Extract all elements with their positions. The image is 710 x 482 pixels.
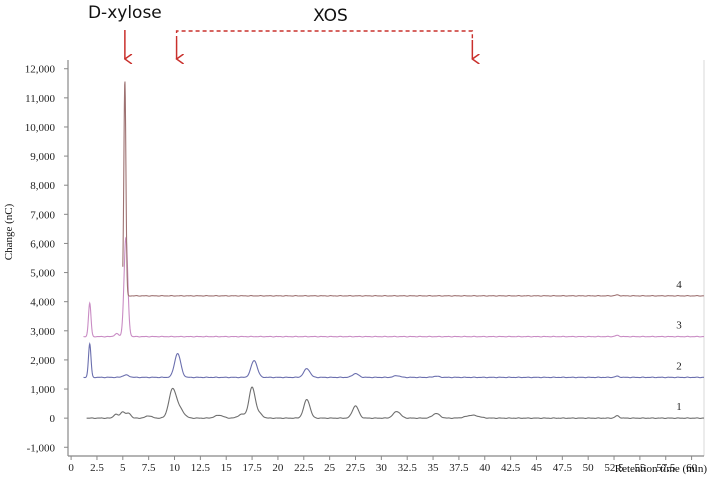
- x-tick-label: 10: [169, 462, 181, 474]
- x-tick-label: 47.5: [553, 462, 573, 474]
- x-tick-label: 50: [583, 462, 595, 474]
- xos-annotation-label: XOS: [313, 6, 348, 26]
- x-axis: 0 2.5 5 7.5 10 12.5 15 17.5 20 22.5 25 27.5 30 32.5 35…: [68, 455, 704, 474]
- xos-bracket: [175, 30, 474, 40]
- x-tick-label: 12.5: [191, 462, 211, 474]
- y-tick-label: 2,000: [30, 355, 55, 367]
- y-tick-label: 8,000: [30, 180, 55, 192]
- x-tick-label: 52.5: [604, 462, 624, 474]
- x-tick-label: 17.5: [242, 462, 262, 474]
- y-tick-label: 4,000: [30, 297, 55, 309]
- trace-3: [83, 235, 705, 338]
- trace-1: [86, 386, 705, 419]
- trace-labels: 1 2 3 4: [676, 279, 682, 413]
- y-tick-label: 7,000: [30, 209, 55, 221]
- x-tick-label: 57.5: [656, 462, 676, 474]
- y-tick-label: 12,000: [25, 64, 56, 76]
- x-tick-label: 35: [428, 462, 440, 474]
- plot-area: [68, 60, 705, 457]
- x-tick-label: 42.5: [501, 462, 521, 474]
- y-axis-title: Change (nC): [3, 203, 15, 260]
- y-tick-label: 9,000: [30, 151, 55, 163]
- x-tick-label: 0: [68, 462, 74, 474]
- y-axis: -1,000 0 1,000 2,000 3,000 4,000 5,000 6,000 7,0…: [25, 60, 69, 456]
- x-tick-label: 20: [272, 462, 284, 474]
- x-tick-label: 5: [120, 462, 126, 474]
- x-tick-label: 40: [479, 462, 491, 474]
- x-tick-label: 22.5: [294, 462, 314, 474]
- chromatogram-traces: [83, 81, 705, 419]
- x-tick-label: 55: [634, 462, 646, 474]
- y-tick-label: 11,000: [25, 93, 55, 105]
- x-tick-label: 37.5: [449, 462, 469, 474]
- y-tick-label: 0: [50, 413, 56, 425]
- trace-label-4: 4: [676, 279, 682, 291]
- x-tick-label: 30: [376, 462, 388, 474]
- y-tick-label: 3,000: [30, 326, 55, 338]
- trace-4: [122, 81, 704, 297]
- x-tick-label: 45: [531, 462, 543, 474]
- x-tick-label: 7.5: [142, 462, 156, 474]
- annotations: D-xylose XOS: [88, 3, 472, 59]
- x-tick-label: 60: [686, 462, 698, 474]
- trace-label-1: 1: [676, 401, 682, 413]
- x-tick-label: 25: [324, 462, 336, 474]
- y-tick-label: 10,000: [25, 122, 56, 134]
- y-tick-label: 6,000: [30, 238, 55, 250]
- trace-label-3: 3: [676, 320, 682, 332]
- x-axis-title: Retention time (min): [615, 463, 708, 475]
- y-tick-label: -1,000: [27, 442, 56, 454]
- x-tick-label: 32.5: [398, 462, 418, 474]
- x-tick-label: 15: [221, 462, 233, 474]
- x-tick-label: 27.5: [346, 462, 366, 474]
- y-tick-label: 5,000: [30, 268, 55, 280]
- trace-label-2: 2: [676, 360, 682, 372]
- trace-2: [83, 342, 705, 379]
- y-tick-label: 1,000: [30, 384, 55, 396]
- x-tick-label: 2.5: [90, 462, 104, 474]
- dxylose-annotation-label: D-xylose: [88, 3, 162, 23]
